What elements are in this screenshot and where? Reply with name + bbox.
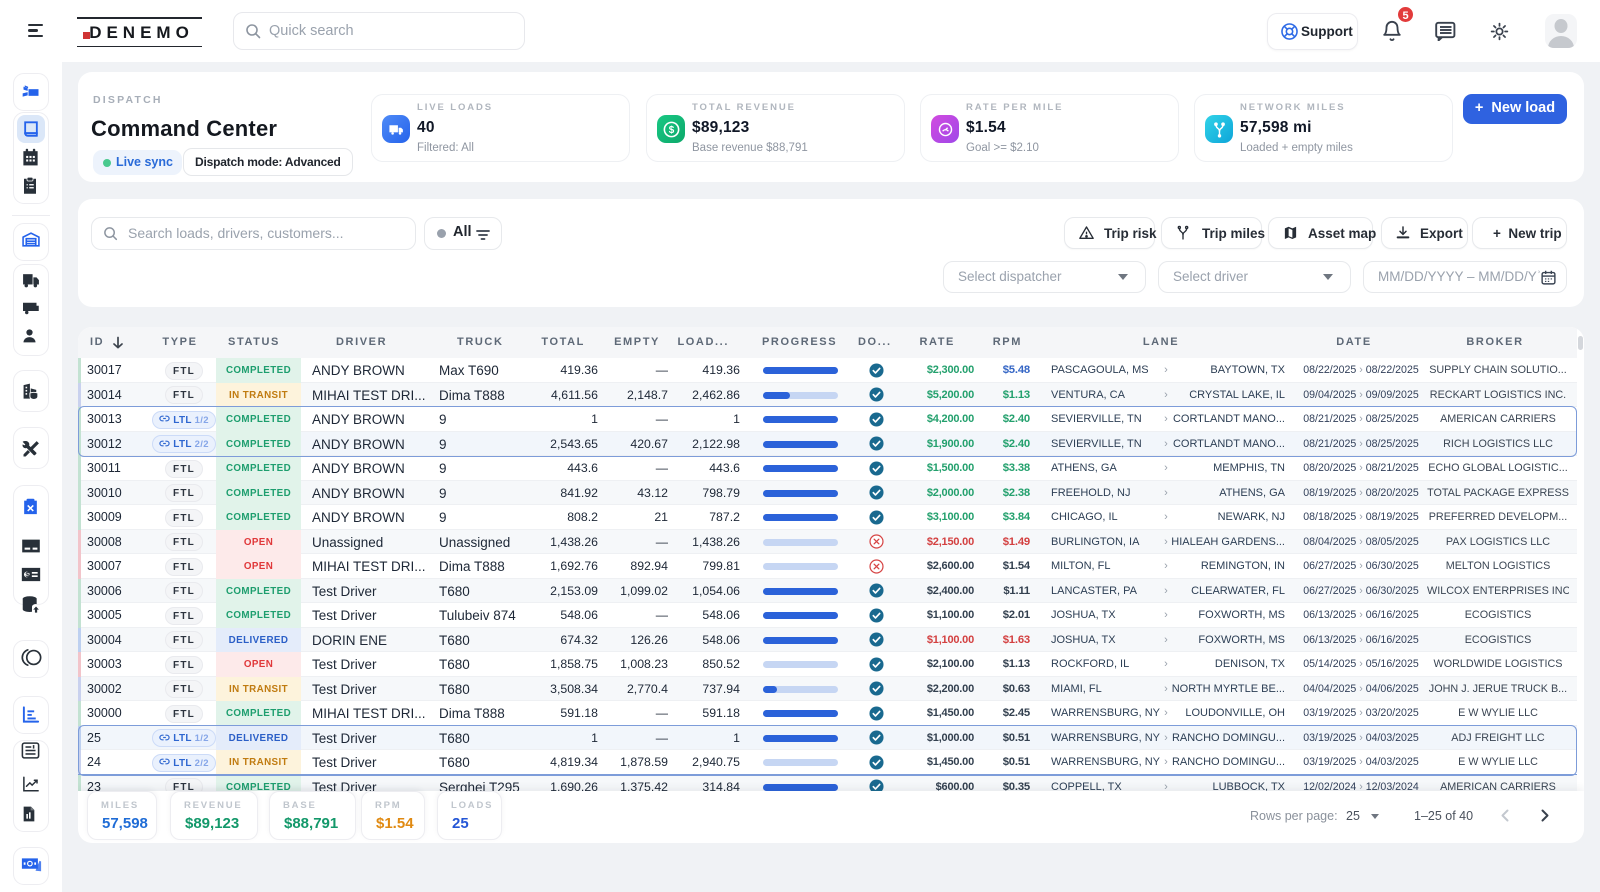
svg-text:$: $	[668, 124, 674, 135]
svg-text:$: $	[25, 570, 30, 579]
